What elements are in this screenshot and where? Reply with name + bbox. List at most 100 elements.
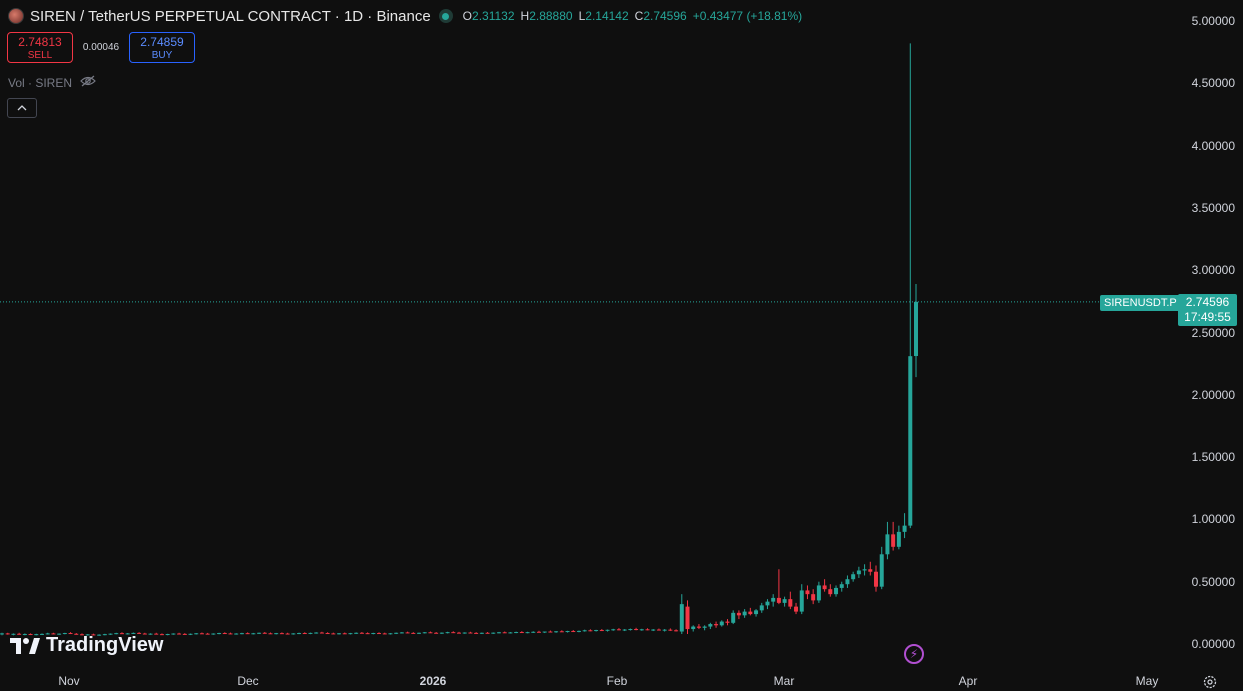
time-tick-label: Mar [773,674,795,688]
candle [525,631,530,634]
candle [177,632,182,635]
candle [17,632,22,635]
candle-body [394,632,399,634]
candle-body [668,629,673,631]
candle [811,589,816,605]
candle [285,632,290,635]
candle-body [165,634,170,636]
candle [674,629,679,632]
candle-body [142,633,147,635]
candle [914,284,918,378]
candle-body [776,597,781,603]
candle-body [125,633,130,635]
candle [845,575,850,588]
candle-body [34,634,39,636]
candle-body [417,632,422,634]
candle [759,602,764,613]
candle-body [274,633,279,635]
candle [508,632,513,634]
candle-body [571,631,576,633]
candle [165,633,170,636]
ohlc-readout: O2.31132 H2.88880 L2.14142 C2.74596 +0.4… [463,9,802,23]
candle-body [445,632,450,634]
candle-body [211,633,216,635]
eye-hidden-icon[interactable] [80,75,96,90]
candle [102,633,107,636]
candle [656,628,661,631]
candle-body [548,631,553,633]
buy-button[interactable]: 2.74859 BUY [129,32,195,63]
candle [496,631,501,634]
candle [325,632,330,635]
open-value: 2.31132 [472,9,515,23]
candle-body [496,632,501,634]
candle [542,631,547,634]
candle [291,633,296,635]
candle-body [845,579,850,585]
candle [799,584,804,615]
candle [342,632,347,635]
lightning-icon[interactable]: ⚡ [904,644,924,664]
siren-logo-icon [8,8,24,24]
candle-body [696,626,701,628]
low-label: L [578,9,586,23]
candle-body [5,633,10,635]
candle [582,629,587,632]
candle [485,632,490,634]
candle-body [319,632,324,634]
candle [5,632,10,635]
candle [371,632,376,635]
candle-body [337,633,342,635]
candle-body [616,629,621,631]
candle [862,564,867,576]
trade-panel: 2.74813 SELL 0.00046 2.74859 BUY [7,32,195,63]
settings-gear-icon[interactable] [1202,674,1218,690]
candle-body [114,633,119,635]
change-value: +0.43477 (+18.81%) [692,9,803,23]
candle-body [731,612,736,623]
candle-body [902,525,907,532]
candle [434,632,439,634]
candle [868,561,873,576]
price-tick-label: 0.50000 [1191,574,1235,589]
chart-title[interactable]: SIREN / TetherUS PERPETUAL CONTRACT · 1D… [30,7,431,25]
market-status-icon[interactable] [438,9,453,23]
candle [91,633,96,636]
candle [279,632,284,635]
tradingview-logo[interactable]: TradingView [10,634,163,657]
candle [691,625,696,632]
sell-button[interactable]: 2.74813 SELL [7,32,73,63]
volume-legend[interactable]: Vol · SIREN [8,75,96,90]
candle-body [119,633,124,635]
spread-value: 0.00046 [82,42,120,53]
candle [411,632,416,634]
candle [765,599,770,610]
candle-body [828,589,833,595]
candle-body [28,634,33,636]
candle [896,525,901,550]
price-tick-label: 2.50000 [1191,325,1235,340]
symbol-price-tag: SIRENUSDT.P [1100,295,1181,311]
candle [97,634,102,636]
candle-body [285,633,290,635]
candle-body [542,631,547,633]
candle-body [11,633,16,635]
candle-body [839,584,844,588]
candle [696,624,701,630]
price-tick-label: 2.00000 [1191,387,1235,402]
collapse-legend-button[interactable] [7,98,37,118]
candle-body [719,621,724,626]
candle-body [742,611,747,616]
candles-group [0,43,918,636]
last-price-value: 2.74596 [1185,295,1230,309]
candle-body [97,634,102,636]
candle [348,632,353,635]
candle [399,632,404,634]
candle-body [491,632,496,634]
candle [645,628,650,631]
candle-body [228,633,233,635]
candle-body [651,629,656,631]
candle [502,631,507,634]
candle-body [559,631,564,633]
